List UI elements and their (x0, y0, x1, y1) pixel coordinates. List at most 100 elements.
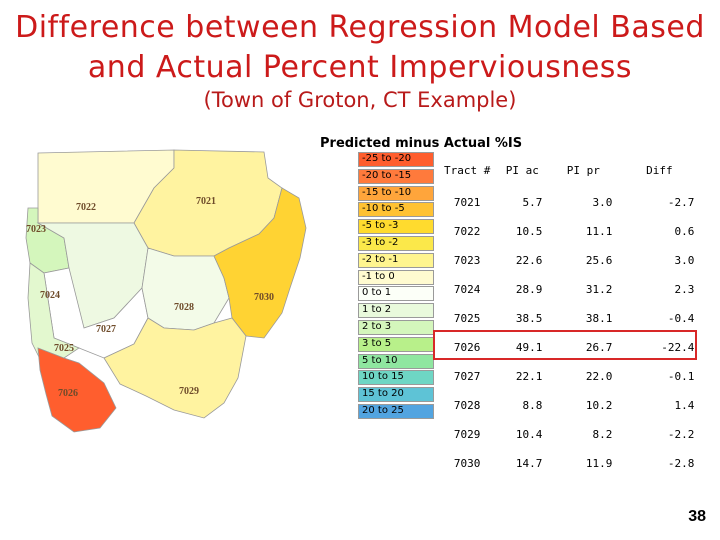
table-cell: 2.3 (674, 283, 695, 296)
table-cell: 49.1 (515, 341, 543, 354)
table-cell: 7029 (453, 428, 481, 441)
slide-title: Difference between Regression Model Base… (0, 8, 720, 88)
table-cell: -0.4 (667, 312, 695, 325)
table-cell: 28.9 (515, 283, 543, 296)
table-cell: 31.2 (585, 283, 613, 296)
slide-subtitle: (Town of Groton, CT Example) (203, 88, 517, 112)
legend-label: 5 to 10 (362, 354, 398, 366)
legend-item: -25 to -20 (358, 152, 438, 168)
table-cell: 7021 (453, 196, 481, 209)
legend-item: 1 to 2 (358, 303, 438, 319)
table-cell: 7026 (453, 341, 481, 354)
table-row: 7023 22.6 25.6 3.0 (438, 246, 700, 275)
table-cell: 11.9 (585, 457, 613, 470)
table-cell: 5.7 (522, 196, 543, 209)
legend-swatch (358, 168, 434, 184)
table-cell: 38.5 (515, 312, 543, 325)
table-row: 7025 38.5 38.1 -0.4 (438, 304, 700, 333)
tract-label-7021: 7021 (196, 196, 216, 207)
table-cell: 11.1 (585, 225, 613, 238)
table-cell: 22.1 (515, 370, 543, 383)
table-row: 7021 5.7 3.0 -2.7 (438, 188, 700, 217)
table-cell: 7030 (453, 457, 481, 470)
legend-swatch (358, 152, 434, 167)
table-cell: -22.4 (661, 341, 695, 354)
table-cell: -2.7 (667, 196, 695, 209)
legend-label: 10 to 15 (362, 371, 404, 383)
table-row: 7028 8.8 10.2 1.4 (438, 391, 700, 420)
legend-item: -2 to -1 (358, 252, 438, 269)
table-cell: 10.5 (515, 225, 543, 238)
tract-label-7023: 7023 (26, 224, 46, 235)
table-cell: -0.1 (667, 370, 695, 383)
legend-swatch (358, 286, 434, 302)
legend-swatch (358, 387, 434, 403)
table-cell: -2.2 (667, 428, 695, 441)
legend-label: 2 to 3 (362, 320, 392, 332)
tract-label-7029: 7029 (179, 386, 199, 397)
table-cell: 7023 (453, 254, 481, 267)
table-cell: 7025 (453, 312, 481, 325)
legend-label: -10 to -5 (362, 203, 405, 215)
legend-swatch (358, 403, 434, 419)
table-cell: 8.8 (522, 399, 543, 412)
tract-7029 (103, 317, 247, 419)
column-header-pi-pr: PI pr (566, 163, 600, 177)
table-cell: 8.2 (592, 428, 613, 441)
legend-label: 1 to 2 (362, 304, 392, 316)
legend-swatch (358, 185, 434, 201)
legend-item: -1 to 0 (358, 269, 438, 286)
legend-swatch (358, 319, 434, 335)
legend-swatch (358, 202, 434, 218)
tract-label-7026: 7026 (58, 388, 78, 399)
table-cell: 7028 (453, 399, 481, 412)
table-row: 7027 22.1 22.0 -0.1 (438, 362, 700, 391)
legend-label: -20 to -15 (362, 169, 412, 181)
legend-label: -2 to -1 (362, 253, 399, 265)
difference-table: Tract # PI ac PI pr Diff 7021 5.7 3.0 -2.7 7… (438, 152, 700, 478)
column-header-diff: Diff (646, 163, 673, 177)
legend-item: -20 to -15 (358, 168, 438, 185)
table-cell: 3.0 (674, 254, 695, 267)
tract-label-7027: 7027 (96, 324, 116, 335)
tract-label-7022: 7022 (76, 202, 96, 213)
legend-item: 20 to 25 (358, 403, 438, 420)
table-row: 7029 10.4 8.2 -2.2 (438, 420, 700, 449)
legend-swatch (358, 370, 434, 386)
table-cell: 38.1 (585, 312, 613, 325)
legend-item: 3 to 5 (358, 336, 438, 353)
column-header-pi-ac: PI ac (505, 163, 539, 177)
legend-item: 0 to 1 (358, 286, 438, 302)
map-caption: Predicted minus Actual %IS (320, 136, 523, 151)
tract-label-7024: 7024 (40, 290, 60, 301)
legend-swatch (358, 269, 434, 285)
legend-label: -25 to -20 (362, 153, 412, 164)
table-cell: 7027 (453, 370, 481, 383)
table-cell: 10.2 (585, 399, 613, 412)
highlight-box (433, 330, 697, 360)
table-header-row: Tract # PI ac PI pr Diff (438, 152, 700, 188)
page-number: 38 (688, 508, 706, 525)
legend-swatch (358, 219, 434, 235)
legend-swatch (358, 252, 434, 268)
map-legend: -25 to -20 -20 to -15 -15 to -10 -10 to -5 -… (358, 152, 438, 421)
tract-label-7025: 7025 (54, 343, 74, 354)
tract-7026 (37, 347, 117, 433)
table-cell: 1.4 (674, 399, 695, 412)
column-header-tract: Tract # (444, 163, 491, 177)
legend-item: 2 to 3 (358, 319, 438, 336)
legend-label: -5 to -3 (362, 220, 399, 232)
table-cell: 7022 (453, 225, 481, 238)
legend-label: 0 to 1 (362, 287, 392, 299)
legend-swatch (358, 235, 434, 251)
legend-label: -1 to 0 (362, 270, 395, 282)
legend-label: 15 to 20 (362, 388, 404, 400)
legend-label: 20 to 25 (362, 404, 404, 416)
legend-item: 5 to 10 (358, 353, 438, 370)
table-cell: 14.7 (515, 457, 543, 470)
tract-map: 7022 7021 7023 7024 7027 7028 7030 7025 … (25, 149, 307, 433)
legend-label: -15 to -10 (362, 186, 412, 198)
table-cell: 22.0 (585, 370, 613, 383)
table-row: 7030 14.7 11.9 -2.8 (438, 449, 700, 478)
table-cell: 25.6 (585, 254, 613, 267)
